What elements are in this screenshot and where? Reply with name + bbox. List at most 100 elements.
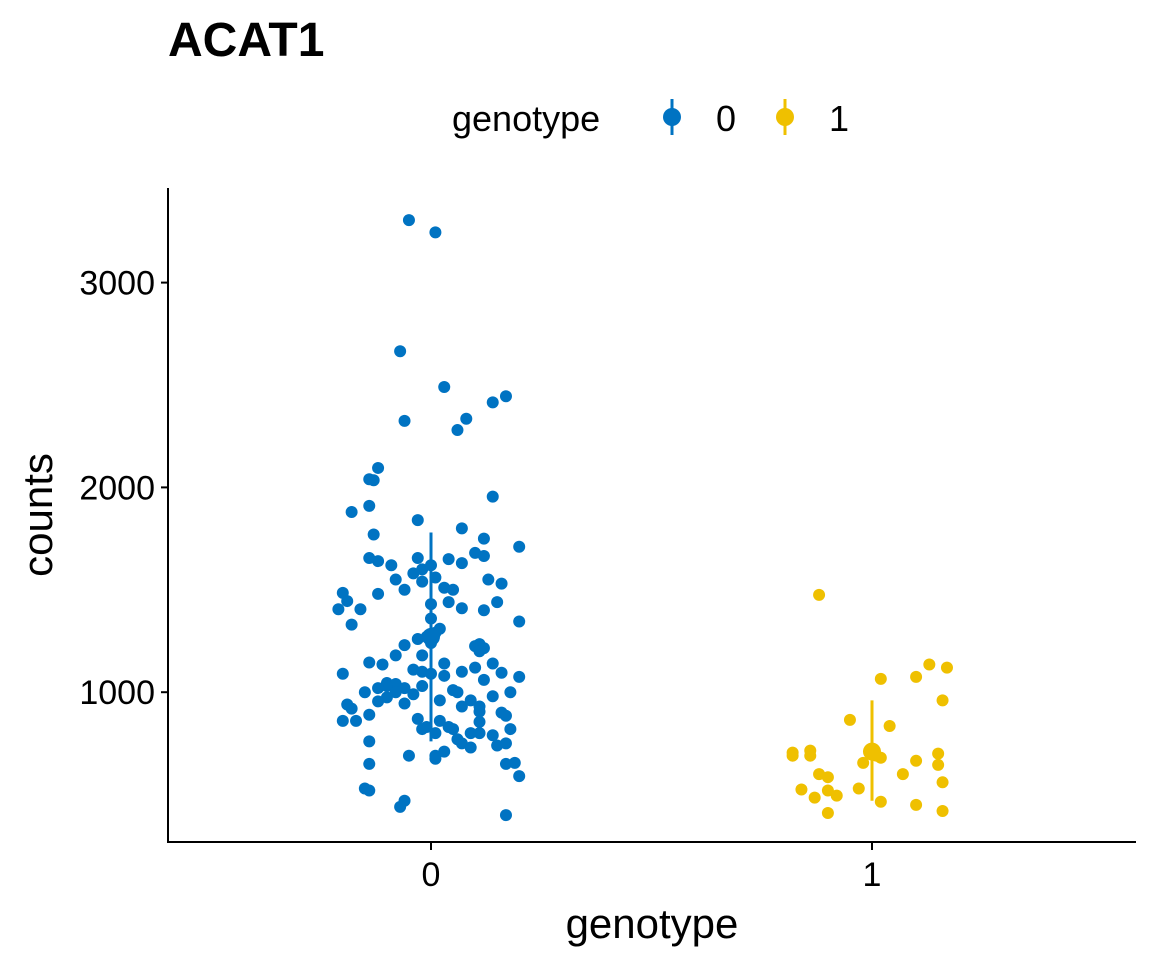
data-point [363,757,376,770]
data-point [786,749,799,762]
data-point [438,381,451,394]
data-point [389,649,402,662]
data-point [513,670,526,683]
legend-label: 0 [716,98,736,139]
data-point [499,709,512,722]
x-tick-label: 1 [863,856,882,894]
data-point [442,596,455,609]
data-point [486,690,499,703]
legend-label: 1 [829,98,849,139]
data-point [429,226,442,239]
series-0 [332,214,526,822]
x-axis-title: genotype [566,900,739,947]
data-point [883,719,896,732]
data-point [936,776,949,789]
data-point [345,702,358,715]
data-point [363,784,376,797]
data-point [367,528,380,541]
data-point [464,727,477,740]
data-point [513,770,526,783]
data-point [447,723,460,736]
data-point [398,414,411,427]
data-point [477,550,490,563]
data-point [394,345,407,358]
data-point [910,670,923,683]
data-point [416,723,429,736]
data-point [896,768,909,781]
data-point [376,658,389,671]
data-point [504,723,517,736]
data-point [398,639,411,652]
data-point [852,782,865,795]
data-point [455,557,468,570]
data-point [923,658,936,671]
data-point [486,729,499,742]
data-point [813,588,826,601]
data-point [495,666,508,679]
data-point [504,686,517,699]
data-point [442,553,455,566]
data-point [482,573,495,586]
data-point [451,424,464,437]
data-point [398,583,411,596]
data-point [455,665,468,678]
data-point [451,686,464,699]
data-point [940,661,953,674]
data-point [464,741,477,754]
data-point [910,798,923,811]
data-point [486,657,499,670]
data-point [477,532,490,545]
data-point [336,667,349,680]
data-point [341,595,354,608]
data-point [336,714,349,727]
data-point [499,737,512,750]
data-point [508,756,521,769]
data-point [438,657,451,670]
data-point [795,783,808,796]
data-point [477,604,490,617]
data-point [486,396,499,409]
data-point [394,800,407,813]
data-point [455,602,468,615]
data-point [416,680,429,693]
data-point [363,708,376,721]
data-point [363,656,376,669]
series-1 [786,588,953,820]
chart-title: ACAT1 [168,14,324,67]
data-point [345,618,358,631]
data-point [363,735,376,748]
legend-key-point [776,108,794,126]
data-point [910,754,923,767]
data-point [363,499,376,512]
data-point [389,573,402,586]
data-point [473,645,486,658]
data-point [416,649,429,662]
data-point [499,809,512,822]
data-point [407,567,420,580]
data-point [363,473,376,486]
data-point [473,715,486,728]
data-point [874,795,887,808]
y-axis-title: counts [14,453,61,577]
data-point [513,540,526,553]
data-point [804,749,817,762]
data-point [821,807,834,820]
data-point [407,688,420,701]
data-point [411,632,424,645]
y-tick-label: 1000 [79,674,155,712]
data-point [473,705,486,718]
data-point [402,749,415,762]
data-point [433,714,446,727]
y-axis-ticks: 1000 2000 3000 [79,265,168,712]
data-point [821,784,834,797]
data-point [874,672,887,685]
data-point [372,682,385,695]
data-point [372,695,385,708]
data-point [350,714,363,727]
data-point [438,669,451,682]
legend-key-point [663,108,681,126]
legend-title: genotype [452,98,600,139]
